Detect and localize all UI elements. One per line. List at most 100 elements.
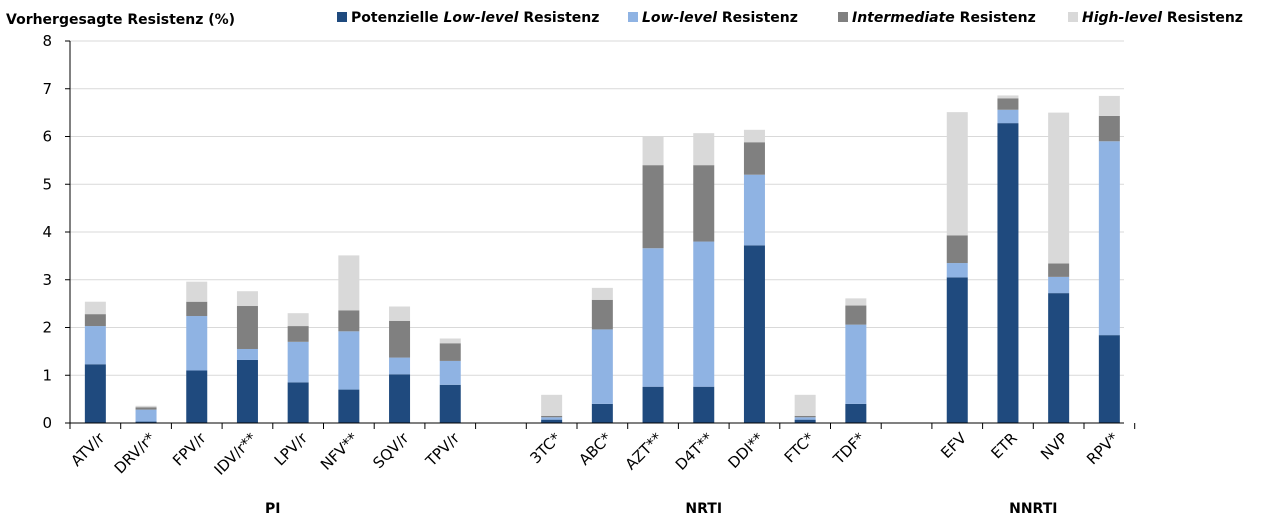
bar-segment-DDI**-3: [743, 129, 765, 143]
bar-segment-LPV/r-2: [287, 326, 309, 342]
bar-segment-TPV/r-1: [439, 360, 461, 385]
bar-segment-FPV/r-1: [186, 316, 208, 371]
bar-segment-EFV-1: [946, 263, 968, 278]
y-tick-label: 6: [42, 128, 52, 146]
legend-swatch-1: [628, 12, 638, 22]
bar-segment-TDF*-0: [845, 403, 867, 423]
bar-segment-AZT**-3: [642, 136, 664, 166]
category-label: LPV/r: [271, 429, 312, 470]
bar-segment-DRV/r*-1: [135, 409, 157, 422]
bar-segment-3TC*-0: [541, 419, 563, 423]
y-tick-label: 3: [42, 271, 52, 289]
bar-segment-FPV/r-0: [186, 370, 208, 423]
bar-segment-RPV*-1: [1098, 141, 1120, 336]
legend: Potenzielle Low-level Resistenz Low-level…: [337, 10, 1243, 26]
bar-segment-NVP-3: [1048, 112, 1070, 264]
y-tick-label: 2: [42, 319, 52, 337]
bar-segment-IDV/r**-1: [236, 348, 258, 360]
bar-segment-ABC*-2: [591, 299, 613, 330]
group-label-PI: PI: [265, 501, 280, 517]
bar-segment-DDI**-1: [743, 174, 765, 246]
bar-segment-DRV/r*-2: [135, 407, 157, 410]
bar-segment-ETR-0: [997, 123, 1019, 423]
axes: [65, 40, 1136, 429]
bar-segment-EFV-0: [946, 277, 968, 423]
bar-segment-D4T**-1: [693, 241, 715, 387]
category-label: NVP: [1037, 429, 1071, 463]
bar-segment-RPV*-0: [1098, 335, 1120, 423]
bar-segment-FPV/r-3: [186, 281, 208, 302]
bar-segment-TPV/r-3: [439, 338, 461, 344]
bar-segment-SQV/r-2: [389, 320, 411, 358]
legend-label-1: Low-level Resistenz: [642, 10, 798, 26]
bar-segment-AZT**-1: [642, 248, 664, 387]
bar-segment-ABC*-0: [591, 403, 613, 423]
bar-segment-FTC*-3: [794, 394, 816, 416]
legend-swatch-3: [1068, 12, 1078, 22]
bar-segment-TDF*-3: [845, 298, 867, 306]
y-tick-label: 8: [42, 32, 52, 50]
y-tick-label: 0: [42, 414, 52, 432]
bar-segment-NFV**-3: [338, 255, 360, 311]
category-label: FPV/r: [169, 429, 210, 470]
category-label: 3TC*: [526, 429, 564, 467]
y-tick-label: 4: [42, 223, 52, 241]
category-label: EFV: [937, 429, 970, 462]
bar-segment-LPV/r-1: [287, 341, 309, 383]
bar-segment-ATV/r-2: [84, 314, 106, 327]
bar-segment-SQV/r-0: [389, 374, 411, 423]
bar-segment-NVP-1: [1048, 276, 1070, 294]
category-label: ABC*: [575, 429, 615, 469]
bar-segment-ABC*-3: [591, 287, 613, 300]
bar-segment-TDF*-1: [845, 324, 867, 404]
bar-segment-FTC*-2: [794, 415, 816, 418]
bar-segment-DRV/r*-3: [135, 405, 157, 408]
bar-segment-DRV/r*-0: [135, 421, 157, 423]
legend-label-0: Potenzielle Low-level Resistenz: [351, 10, 599, 26]
bar-segment-SQV/r-3: [389, 306, 411, 321]
bar-segment-FTC*-0: [794, 419, 816, 423]
y-axis-title: Vorhergesagte Resistenz (%): [6, 12, 235, 28]
bar-segment-NVP-2: [1048, 263, 1070, 277]
bar-segment-3TC*-2: [541, 415, 563, 418]
category-label: TPV/r: [422, 429, 464, 471]
bar-segment-D4T**-0: [693, 386, 715, 423]
category-label: SQV/r: [369, 429, 413, 473]
bar-segment-IDV/r**-3: [236, 291, 258, 307]
bar-segment-RPV*-2: [1098, 115, 1120, 142]
bar-segment-EFV-3: [946, 112, 968, 236]
bar-segment-DDI**-2: [743, 142, 765, 175]
bar-segment-IDV/r**-2: [236, 306, 258, 349]
category-label: IDV/r**: [211, 429, 261, 479]
category-label: ATV/r: [67, 429, 108, 470]
category-label: DRV/r*: [111, 429, 160, 478]
bar-segment-EFV-2: [946, 235, 968, 264]
bar-segment-NFV**-2: [338, 310, 360, 332]
bar-segment-3TC*-1: [541, 417, 563, 420]
bar-segment-ATV/r-0: [84, 364, 106, 423]
bar-segment-SQV/r-1: [389, 357, 411, 375]
y-tick-label: 7: [42, 80, 52, 98]
group-label-NRTI: NRTI: [685, 501, 722, 517]
bar-segment-LPV/r-3: [287, 313, 309, 327]
y-tick-label: 1: [42, 366, 52, 384]
bar-segment-DDI**-0: [743, 245, 765, 423]
bar-segment-3TC*-3: [541, 394, 563, 416]
category-label: TDF*: [829, 429, 869, 469]
category-label: RPV*: [1083, 429, 1122, 468]
category-label: D4T**: [672, 429, 717, 474]
bar-segment-FTC*-1: [794, 417, 816, 420]
category-label: NFV**: [317, 429, 362, 474]
bar-segment-IDV/r**-0: [236, 359, 258, 423]
bar-segment-NVP-0: [1048, 293, 1070, 423]
legend-label-2: Intermediate Resistenz: [852, 10, 1036, 26]
category-label: FTC*: [781, 429, 819, 467]
category-label: AZT**: [622, 429, 667, 474]
bar-segment-NFV**-1: [338, 331, 360, 390]
bar-segment-ETR-3: [997, 95, 1019, 99]
bar-segment-D4T**-3: [693, 133, 715, 166]
legend-swatch-0: [337, 12, 347, 22]
bar-segment-LPV/r-0: [287, 382, 309, 423]
bar-segment-TPV/r-0: [439, 384, 461, 423]
